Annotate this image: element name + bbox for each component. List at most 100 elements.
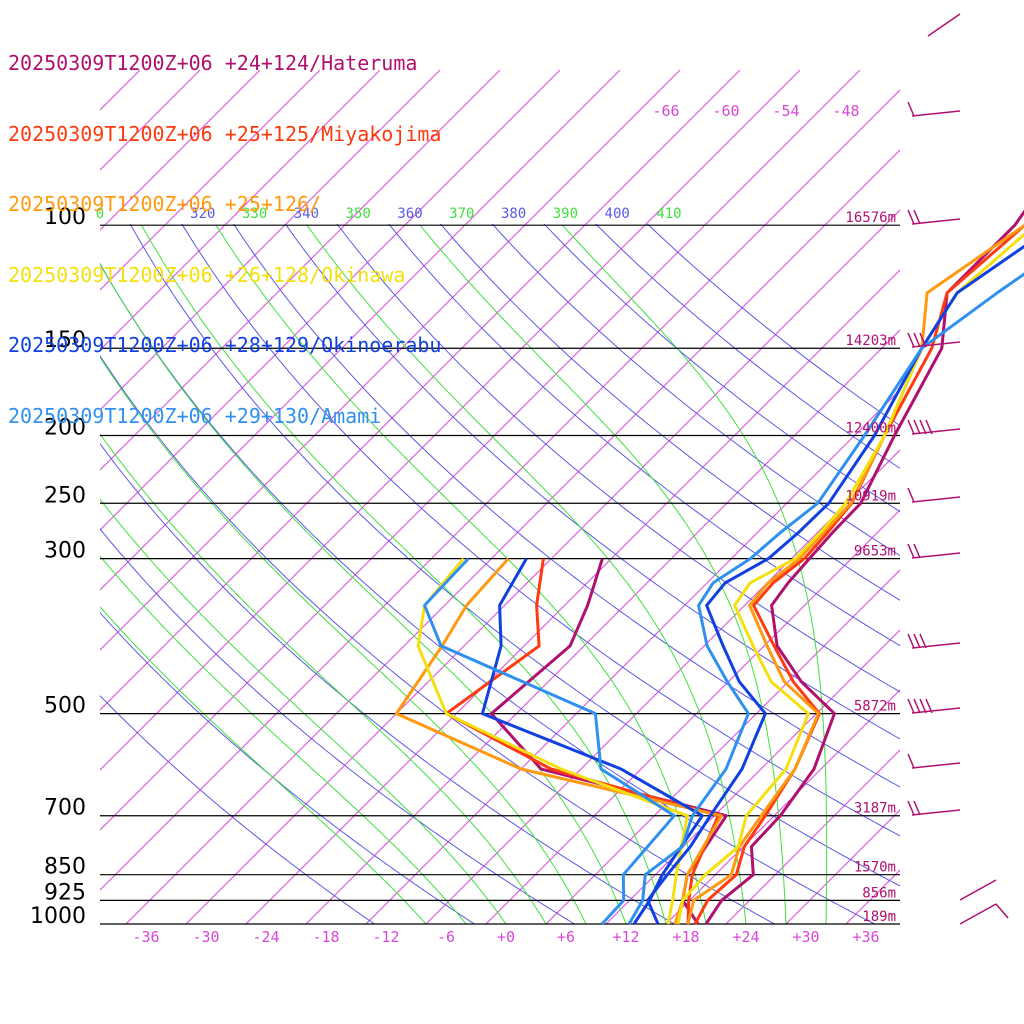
dry-adiabat-line <box>336 224 900 693</box>
wind-barb-flag <box>907 487 915 503</box>
dry-adiabat-line <box>284 224 900 740</box>
wind-barb-flag <box>907 101 915 117</box>
x-tick-label: +18 <box>672 928 699 946</box>
wind-barb-flag <box>919 698 927 714</box>
wind-barb-flag <box>919 332 927 348</box>
theta-label: 320 <box>190 206 215 222</box>
isotherm-line <box>100 69 441 411</box>
wind-barb-flag <box>913 633 921 649</box>
isotherm-line <box>605 629 900 924</box>
wind-barb-flag <box>913 419 921 435</box>
isotherm-line <box>100 69 801 771</box>
height-label: 10919m <box>845 488 896 504</box>
sounding-profiles <box>394 209 1024 926</box>
isotherm-label: -54 <box>772 102 799 120</box>
legend-entry: 20250309T1200Z+06 +24+124/Hateruma <box>8 51 418 75</box>
x-tick-label: +24 <box>732 928 759 946</box>
temperature-line <box>686 223 1024 925</box>
x-tick-label: +36 <box>852 928 879 946</box>
legend-entry: 20250309T1200Z+06 +26+128/Okinawa <box>8 262 406 287</box>
height-label: 16576m <box>845 210 896 226</box>
wind-barb-flag <box>919 419 927 435</box>
dry-adiabat-line <box>181 224 900 837</box>
wind-barb-flag <box>907 209 915 225</box>
theta-label: 400 <box>605 206 630 222</box>
wind-barb-flag <box>907 332 915 348</box>
isotherm-lines <box>100 69 1024 924</box>
wind-barb-flag <box>913 800 921 816</box>
isotherm-line <box>100 69 321 291</box>
dry-adiabat-line <box>388 224 900 647</box>
theta-label: 410 <box>656 206 681 222</box>
isotherm-line <box>485 509 900 924</box>
wind-barb <box>927 13 961 37</box>
isotherm-line <box>100 69 381 351</box>
pressure-label: 300 <box>44 539 86 564</box>
wind-barb-flag <box>913 209 921 225</box>
legend-entry: 20250309T1200Z+06 +25+125/Miyakojima <box>8 121 442 146</box>
pressure-label: 150 <box>44 328 86 353</box>
theta-label: 340 <box>294 206 319 222</box>
pressure-label: 1000 <box>30 904 86 929</box>
isotherm-line <box>100 89 900 891</box>
x-tick-label: -36 <box>132 928 159 946</box>
isotherm-line <box>185 209 900 924</box>
temperature-line <box>676 232 1024 925</box>
isotherm-line <box>906 70 1024 924</box>
height-label: 189m <box>862 909 896 925</box>
temperature-line <box>627 272 1024 925</box>
dry-adiabat-line <box>439 224 900 601</box>
isotherm-line <box>100 69 261 231</box>
theta-label: 330 <box>242 206 267 222</box>
isotherm-line <box>725 749 900 924</box>
pressure-label: 250 <box>44 483 86 508</box>
height-label: 5872m <box>854 699 896 715</box>
theta-label: 0 <box>96 206 104 222</box>
legend-entry: 20250309T1200Z+06 +29+130/Amami <box>8 403 382 428</box>
isotherm-line <box>545 569 900 924</box>
dewpoint-line <box>423 557 676 926</box>
pressure-label: 850 <box>44 855 86 880</box>
wind-barb <box>911 496 961 503</box>
theta-label: 390 <box>553 206 578 222</box>
legend-entry: 20250309T1200Z+06 +28+129/Okinoerabu <box>8 333 442 357</box>
isotherm-line <box>665 689 900 924</box>
height-label: 3187m <box>854 801 896 817</box>
wind-barb <box>911 110 961 117</box>
wind-barb-flag <box>913 543 921 559</box>
pressure-label: 200 <box>44 416 86 441</box>
pressure-label: 100 <box>44 205 86 230</box>
wind-barb-flag <box>907 633 915 649</box>
dry-adiabat-line <box>543 224 900 513</box>
x-tick-label: +6 <box>557 928 575 946</box>
x-tick-label: -30 <box>192 928 219 946</box>
isotherm-line <box>125 149 900 924</box>
height-label: 9653m <box>854 544 896 560</box>
wind-barb-flag <box>913 698 921 714</box>
axis-labels: 100 16576m 150 14203m 200 12400m 250 10919m 300 9… <box>30 102 896 946</box>
isotherm-line <box>100 69 681 651</box>
wind-barb-flag <box>907 419 915 435</box>
dewpoint-line <box>416 557 689 925</box>
dry-adiabat-line <box>491 224 900 557</box>
wind-barb-flag <box>907 753 915 769</box>
wind-barb <box>959 879 997 901</box>
theta-label: 360 <box>397 206 422 222</box>
x-tick-label: +30 <box>792 928 819 946</box>
x-tick-label: -6 <box>437 928 455 946</box>
theta-label: 350 <box>346 206 371 222</box>
pressure-label: 700 <box>44 796 86 821</box>
isotherm-line <box>100 69 621 591</box>
temperature-line <box>693 223 1024 925</box>
wind-barb-flag <box>907 698 915 714</box>
wind-barb-flag <box>925 698 933 714</box>
height-label: 856m <box>862 885 896 901</box>
wind-barb-flag <box>913 332 921 348</box>
isotherm-label: -48 <box>832 102 859 120</box>
height-label: 1570m <box>854 860 896 876</box>
theta-label: 380 <box>501 206 526 222</box>
temperature-line <box>646 244 1024 925</box>
x-tick-label: -12 <box>372 928 399 946</box>
isotherm-line <box>365 389 900 924</box>
